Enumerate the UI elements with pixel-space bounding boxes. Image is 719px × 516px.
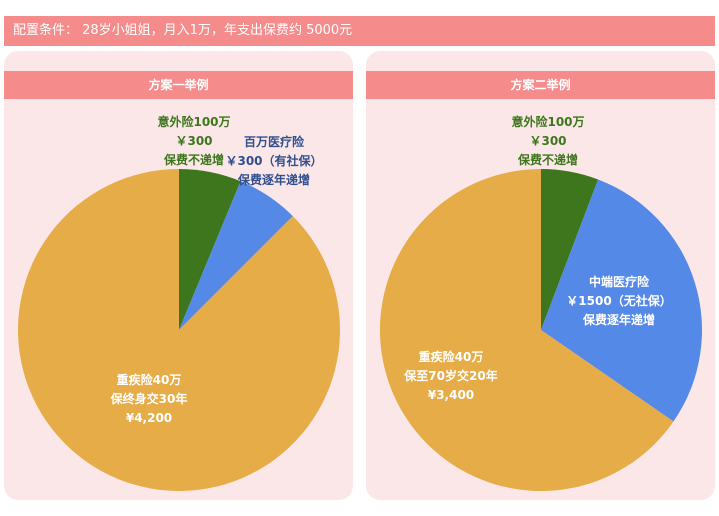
slice-label-line: 保至70岁交20年 (403, 368, 497, 383)
slice-label-line: 保费不递增 (517, 152, 578, 167)
slice-label-line: ￥300 (529, 134, 566, 148)
slice-label-line: ￥300（有社保） (225, 153, 322, 168)
pie-slice-2 (541, 179, 703, 422)
slice-label-3: 重疾险40万保至70岁交20年 ¥3,400 (403, 349, 497, 402)
plan-1-title: 方案一举例 (4, 71, 353, 99)
config-conditions-banner: 配置条件： 28岁小姐姐，月入1万，年支出保费约 5000元 (4, 16, 715, 46)
slice-label-line: 百万医疗险 (244, 134, 305, 149)
slice-label-2: 中端医疗险 ￥1500（无社保） 保费逐年递增 (566, 274, 671, 327)
slice-label-1: 意外险100万 ￥300 保费不递增 (157, 114, 230, 167)
slice-label-line: 意外险100万 (157, 114, 230, 129)
pie-slice-1 (541, 169, 599, 330)
slice-label-line: 中端医疗险 (589, 274, 650, 289)
slice-label-line: 保终身交30年 (110, 391, 188, 406)
slice-label-line: 重疾险40万 (419, 349, 484, 364)
pie-slice-1 (179, 169, 241, 330)
plan-2-panel: 方案二举例 意外险100万 ￥300 保费不递增中端医疗险 ￥1500（无社保） 保费逐… (366, 51, 715, 500)
slice-label-1: 意外险100万 ￥300 保费不递增 (511, 114, 584, 167)
slice-label-line: ¥3,400 (428, 388, 474, 402)
pie-slice-3 (380, 169, 674, 491)
plan-2-title: 方案二举例 (366, 71, 715, 99)
pie-slice-3 (17, 169, 340, 491)
slice-label-line: ¥4,200 (126, 411, 172, 425)
slice-label-line: 重疾险40万 (117, 372, 182, 387)
slice-label-2: 百万医疗险 ￥300（有社保） 保费逐年递增 (225, 134, 322, 187)
plan-1-panel: 方案一举例 意外险100万 ￥300 保费不递增 百万医疗险 ￥300（有社保） 保费逐年… (4, 51, 353, 500)
slice-label-line: 保费不递增 (163, 152, 224, 167)
slice-label-line: 保费逐年递增 (582, 312, 655, 327)
plan-1-pie-chart: 意外险100万 ￥300 保费不递增 百万医疗险 ￥300（有社保） 保费逐年递增重疾险4… (17, 114, 340, 491)
slice-label-line: 保费逐年递增 (237, 172, 310, 187)
slice-label-line: ￥1500（无社保） (566, 293, 671, 308)
slice-label-line: ￥300 (175, 134, 212, 148)
slice-label-3: 重疾险40万保终身交30年 ¥4,200 (110, 372, 188, 425)
slice-label-line: 意外险100万 (511, 114, 584, 129)
pie-slice-2 (179, 181, 293, 330)
